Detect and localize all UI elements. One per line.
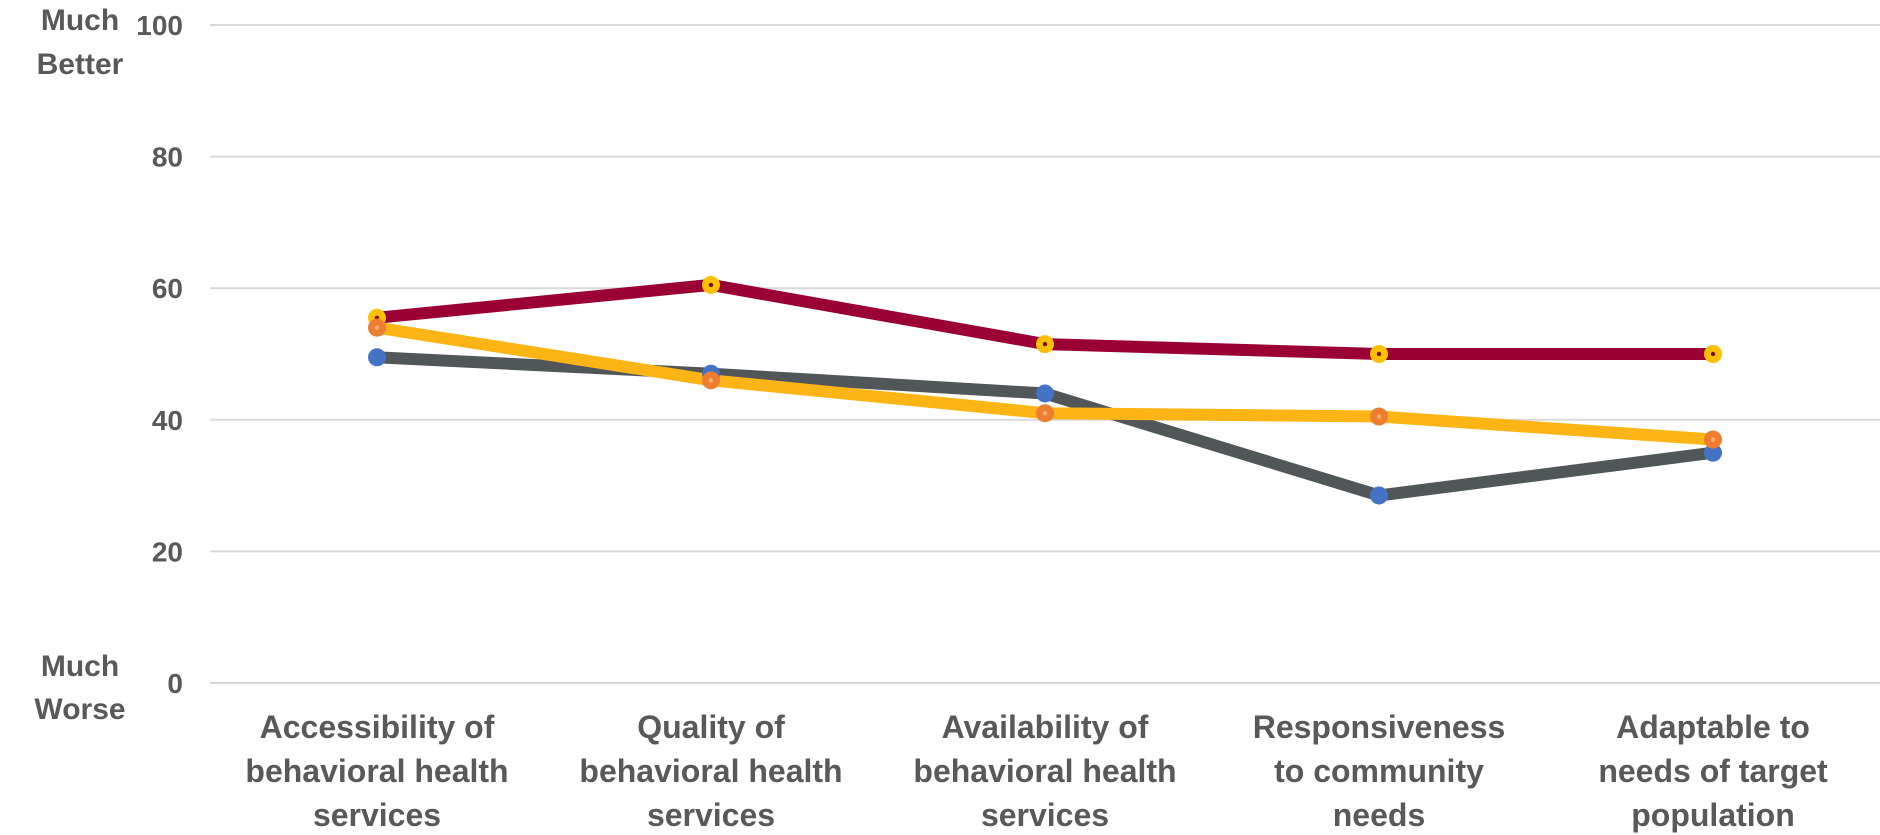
y-top-label-line1: Much [41, 4, 119, 37]
data-point-center [1042, 341, 1048, 347]
data-point-center [1710, 351, 1716, 357]
x-category-label-line: Accessibility of [260, 709, 495, 745]
x-category-label: Accessibility of behavioral health service… [245, 709, 508, 833]
series-1-point [1370, 486, 1388, 505]
x-category-label-line: behavioral health [579, 753, 842, 789]
series-markers [368, 275, 1722, 505]
series-1-point [1036, 384, 1054, 403]
data-point-center [1376, 414, 1382, 419]
x-category-label-line: Availability of [942, 709, 1149, 745]
x-category-label-line: population [1631, 797, 1795, 833]
series-3-point [368, 318, 386, 337]
series-3-point [1370, 407, 1388, 426]
x-category-label-line: to community [1274, 753, 1484, 789]
series-2-point [1370, 345, 1388, 363]
y-axis-top-label: Much Better [37, 4, 124, 81]
y-bottom-label-line1: Much [41, 650, 119, 683]
x-category-label-line: needs [1333, 797, 1425, 833]
data-point-center [1710, 437, 1716, 442]
x-category-label: Availability of behavioral health services [913, 709, 1176, 833]
series-3-point [702, 371, 720, 390]
x-category-label-line: services [647, 797, 775, 833]
y-top-label-line2: Better [37, 48, 124, 81]
y-tick-label-80: 80 [152, 142, 183, 173]
x-category-label-line: Responsiveness [1253, 709, 1506, 745]
y-tick-label-20: 20 [152, 536, 183, 567]
x-category-label: Adaptable to needs of target population [1598, 709, 1828, 833]
x-category-label-line: Adaptable to [1616, 709, 1810, 745]
data-point-center [708, 378, 714, 383]
y-tick-label-60: 60 [152, 273, 183, 304]
data-point-center [1042, 391, 1048, 396]
data-point-center [1376, 351, 1382, 357]
x-category-label: Quality of behavioral health services [579, 709, 842, 833]
y-tick-label-40: 40 [152, 405, 183, 436]
series-2-point [702, 275, 720, 294]
data-point-center [708, 282, 714, 288]
x-category-label-line: services [981, 797, 1109, 833]
y-axis-tick-labels: 0 20 40 60 80 100 [136, 10, 183, 699]
x-category-label-line: services [313, 797, 441, 833]
series-3-point [1036, 404, 1054, 423]
x-category-label-line: needs of target [1598, 753, 1828, 789]
x-axis-category-labels: Accessibility of behavioral health service… [245, 709, 1828, 833]
x-category-label: Responsiveness to community needs [1253, 709, 1506, 833]
data-point-center [374, 355, 380, 360]
y-bottom-label-line2: Worse [34, 693, 125, 726]
y-axis-bottom-label: Much Worse [34, 650, 125, 726]
y-tick-label-100: 100 [136, 10, 183, 41]
series-2-point [1704, 345, 1722, 363]
x-category-label-line: behavioral health [913, 753, 1176, 789]
data-point-center [374, 325, 380, 330]
y-tick-label-0: 0 [167, 668, 183, 699]
x-category-label-line: behavioral health [245, 753, 508, 789]
data-point-center [1710, 450, 1716, 455]
series-3-point [1704, 430, 1722, 449]
series-1-point [1704, 443, 1722, 462]
data-point-center [1042, 411, 1048, 416]
data-point-center [1376, 493, 1382, 498]
series-2-point [1036, 335, 1054, 354]
series-1-point [368, 348, 386, 367]
x-category-label-line: Quality of [637, 709, 785, 745]
